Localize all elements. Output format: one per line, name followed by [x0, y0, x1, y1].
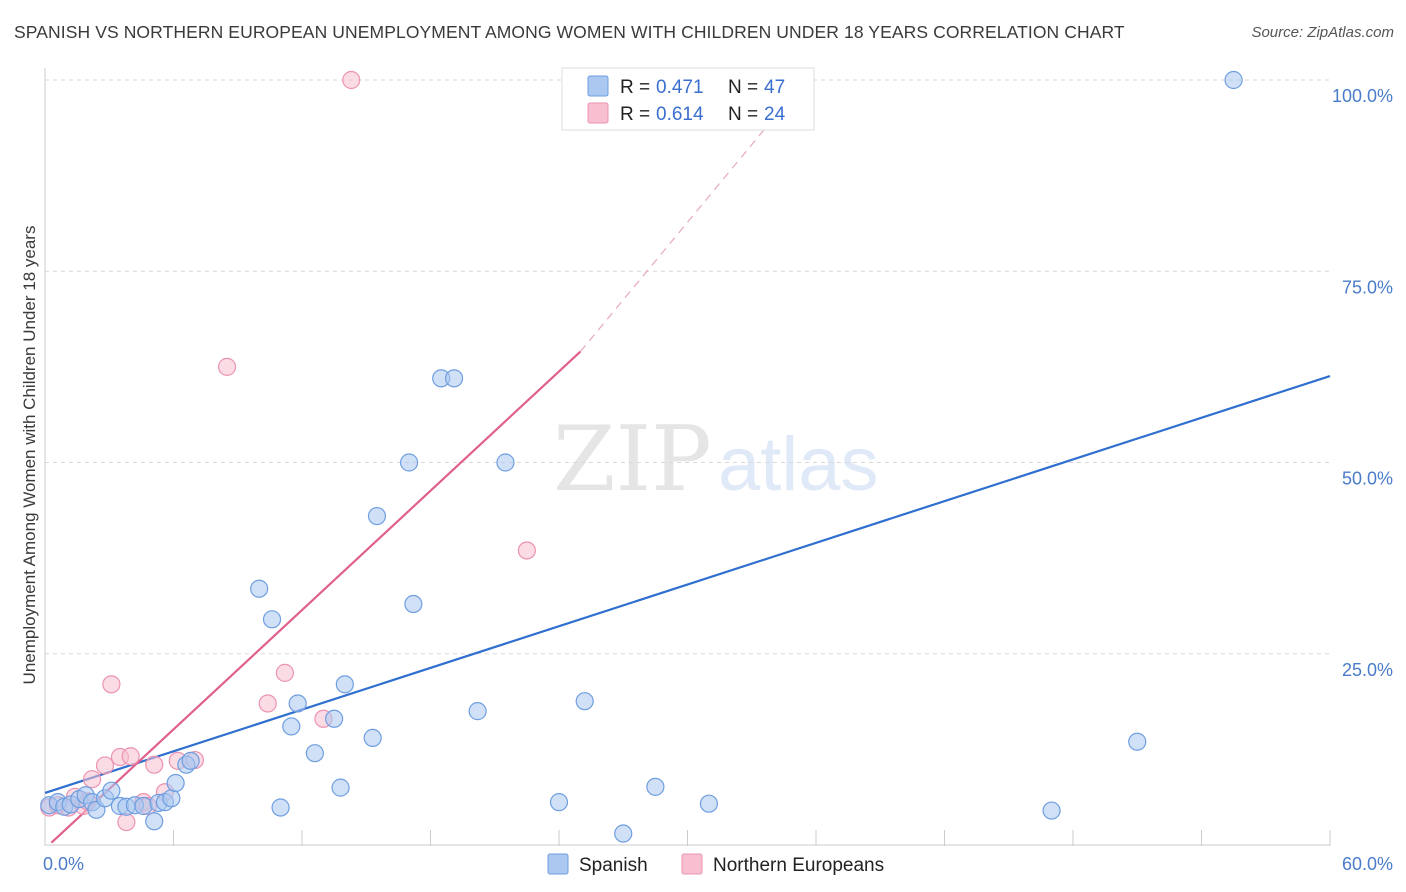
- legend-bottom-label-spanish: Spanish: [579, 855, 648, 876]
- trend-lines: [44, 79, 1331, 844]
- data-point-spanish: [399, 453, 419, 472]
- data-point-spanish: [614, 824, 633, 843]
- data-point-spanish: [404, 594, 423, 614]
- legend-bottom-swatch-spanish: [547, 853, 569, 875]
- data-point-spanish: [288, 694, 307, 713]
- y-axis-tick-labels: 25.0% 50.0% 75.0% 100.0%: [1332, 86, 1393, 680]
- legend-swatch-northern: [587, 102, 609, 124]
- data-point-spanish: [1128, 732, 1147, 751]
- legend-stats: R = 0.471 N = 47 R = 0.614 N = 24: [561, 67, 815, 131]
- legend-bottom-label-northern: Northern Europeans: [713, 855, 884, 876]
- data-point-northern: [83, 770, 102, 789]
- data-point-northern: [217, 357, 237, 376]
- data-point-spanish: [305, 744, 324, 763]
- y-tick-label: 50.0%: [1342, 469, 1393, 489]
- trend-line-northern: [50, 350, 582, 844]
- data-point-spanish: [282, 717, 301, 736]
- series-northern-europeans-points: [40, 70, 536, 832]
- source-label: Source: ZipAtlas.com: [1251, 24, 1394, 41]
- data-point-spanish: [699, 794, 719, 813]
- legend-bottom-swatch-northern: [681, 853, 703, 875]
- data-point-spanish: [162, 789, 181, 808]
- data-point-spanish: [331, 778, 350, 797]
- data-point-spanish: [325, 709, 344, 728]
- data-point-spanish: [166, 773, 185, 793]
- legend-n-label-spanish: N =: [728, 77, 758, 98]
- x-tick-label-min: 0.0%: [43, 854, 84, 874]
- data-point-spanish: [1042, 801, 1061, 820]
- data-point-spanish: [181, 751, 200, 770]
- data-point-spanish: [102, 781, 121, 800]
- data-point-northern: [145, 755, 164, 774]
- series-spanish-points: [40, 70, 1243, 843]
- data-point-spanish: [575, 692, 594, 711]
- y-tick-label: 75.0%: [1342, 277, 1393, 297]
- data-point-spanish: [134, 796, 153, 816]
- data-point-spanish: [250, 579, 269, 598]
- legend-n-value-spanish: 47: [764, 77, 785, 98]
- data-point-spanish: [262, 610, 282, 629]
- data-point-spanish: [646, 777, 665, 796]
- legend-series: Spanish Northern Europeans: [547, 853, 884, 876]
- data-point-northern: [517, 541, 536, 560]
- data-point-spanish: [335, 675, 354, 694]
- data-point-spanish: [271, 798, 290, 817]
- legend-r-label-spanish: R =: [620, 77, 650, 98]
- legend-n-value-northern: 24: [764, 104, 786, 125]
- data-point-spanish: [367, 506, 387, 526]
- legend-n-label-northern: N =: [728, 104, 758, 125]
- data-point-northern: [258, 694, 277, 713]
- data-point-northern: [342, 70, 361, 90]
- data-point-northern: [102, 675, 121, 694]
- watermark: ZIP atlas: [553, 407, 879, 512]
- data-point-northern: [95, 756, 115, 775]
- y-tick-label: 100.0%: [1332, 86, 1393, 106]
- data-point-spanish: [363, 728, 382, 748]
- watermark-zip: ZIP: [553, 407, 712, 512]
- data-point-spanish: [1224, 70, 1243, 90]
- legend-swatch-spanish: [587, 75, 609, 97]
- gridlines: [45, 79, 1330, 655]
- x-axis-ticks: [44, 830, 1331, 846]
- watermark-atlas: atlas: [718, 422, 879, 507]
- chart-title: SPANISH VS NORTHERN EUROPEAN UNEMPLOYMEN…: [14, 22, 1125, 42]
- trend-line-northern-extension: [579, 79, 806, 352]
- legend-r-value-northern: 0.614: [656, 104, 704, 125]
- x-tick-label-max: 60.0%: [1342, 854, 1393, 874]
- data-point-spanish: [468, 702, 487, 721]
- data-point-northern: [121, 747, 140, 766]
- y-axis-label: Unemployment Among Women with Children U…: [20, 226, 39, 685]
- data-point-spanish: [549, 793, 569, 812]
- data-point-northern: [117, 812, 136, 832]
- data-point-spanish: [444, 369, 464, 388]
- data-point-spanish: [496, 453, 515, 472]
- data-point-northern: [275, 663, 294, 682]
- legend-r-value-spanish: 0.471: [656, 77, 704, 98]
- y-tick-label: 25.0%: [1342, 660, 1393, 680]
- data-point-spanish: [145, 812, 164, 831]
- trend-line-spanish: [44, 375, 1331, 795]
- legend-r-label-northern: R =: [620, 104, 650, 125]
